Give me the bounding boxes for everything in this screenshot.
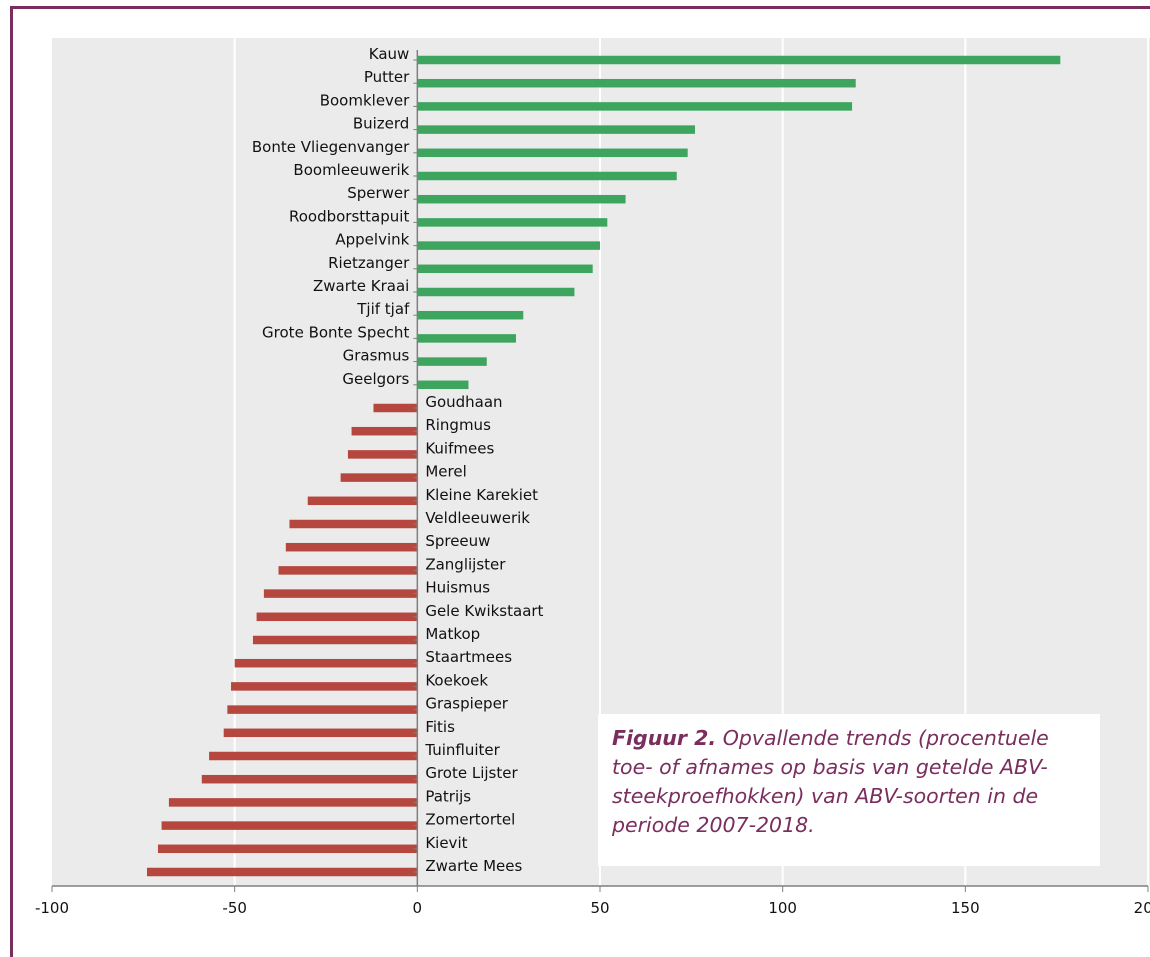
bar: [417, 264, 593, 274]
category-labels: Kauw Putter Boomklever Buizerd Bonte Vliegen…: [252, 45, 544, 875]
category-label: Sperwer: [347, 184, 410, 202]
category-label: Goudhaan: [425, 393, 502, 411]
bar: [201, 774, 418, 784]
category-label: Roodborsttapuit: [289, 207, 409, 225]
category-label: Kauw: [369, 45, 410, 63]
category-label: Grasmus: [343, 347, 410, 365]
caption-text: Opvallende trends (procentuele toe- of a…: [612, 726, 1049, 837]
axes: [51, 50, 1149, 892]
bar: [417, 241, 600, 250]
category-label: Boomleeuwerik: [293, 161, 409, 179]
bar: [417, 55, 1061, 65]
bar: [417, 194, 626, 204]
bar: [263, 589, 418, 598]
bar: [373, 403, 418, 413]
bar: [227, 705, 418, 714]
category-label: Veldleeuwerik: [425, 509, 530, 527]
category-label: Geelgors: [342, 370, 409, 388]
bar: [351, 426, 418, 436]
x-tick-label: 100: [768, 899, 797, 917]
bar: [146, 867, 418, 877]
category-label: Buizerd: [353, 115, 410, 133]
x-tick-label: 0: [413, 899, 423, 917]
bar: [417, 380, 469, 390]
x-tick-labels: -100 -50 0 50 100 150 200: [35, 899, 1150, 917]
bar: [340, 473, 418, 482]
category-label: Koekoek: [425, 671, 488, 689]
category-label: Huismus: [425, 579, 490, 597]
bar: [417, 357, 487, 366]
category-label: Zwarte Mees: [425, 857, 522, 875]
bar: [234, 658, 418, 668]
bar: [256, 612, 418, 622]
bar: [417, 148, 688, 158]
bar: [252, 635, 418, 645]
category-label: Tuinfluiter: [424, 741, 500, 759]
category-label: Staartmees: [425, 648, 512, 666]
category-label: Ringmus: [425, 416, 491, 434]
category-label: Grote Lijster: [425, 764, 518, 782]
x-tick-label: 150: [951, 899, 980, 917]
category-label: Merel: [425, 463, 466, 481]
category-label: Patrijs: [425, 787, 471, 805]
category-label: Zwarte Kraai: [313, 277, 409, 295]
bar: [223, 728, 418, 738]
category-label: Spreeuw: [425, 532, 490, 550]
category-label: Tjif tjaf: [356, 300, 410, 318]
bar: [307, 496, 418, 506]
bar: [168, 798, 418, 807]
category-label: Kievit: [425, 834, 467, 852]
category-label: Appelvink: [335, 231, 409, 249]
bar: [157, 844, 418, 854]
bar: [278, 566, 418, 575]
bar: [417, 310, 524, 320]
caption-label: Figuur 2.: [612, 726, 717, 750]
category-label: Grote Bonte Specht: [262, 323, 409, 341]
bar: [209, 751, 418, 761]
bar: [417, 125, 695, 134]
figure-caption: Figuur 2. Opvallende trends (procentuele…: [598, 714, 1100, 866]
category-label: Boomklever: [320, 91, 410, 109]
bar: [417, 334, 516, 343]
category-label: Matkop: [425, 625, 480, 643]
x-tick-label: 200: [1134, 899, 1150, 917]
x-tick-label: 50: [590, 899, 609, 917]
bar: [231, 682, 418, 691]
bars: [146, 55, 1061, 877]
bar: [285, 542, 418, 552]
figure-frame: [10, 6, 1150, 957]
category-label: Rietzanger: [328, 254, 410, 272]
category-label: Zomertortel: [425, 811, 515, 829]
bar: [289, 519, 418, 529]
bar: [417, 218, 608, 227]
category-label: Zanglijster: [425, 555, 506, 573]
category-label: Kleine Karekiet: [425, 486, 538, 504]
bar: [417, 78, 856, 88]
bar: [347, 450, 418, 459]
bar: [417, 287, 575, 297]
category-label: Bonte Vliegenvanger: [252, 138, 410, 156]
bar: [417, 171, 677, 181]
category-label: Putter: [364, 68, 410, 86]
category-label: Gele Kwikstaart: [425, 602, 543, 620]
category-label: Fitis: [425, 718, 455, 736]
category-label: Graspieper: [425, 695, 508, 713]
x-tick-label: -100: [35, 899, 69, 917]
category-label: Kuifmees: [425, 439, 494, 457]
x-tick-label: -50: [222, 899, 247, 917]
bar: [161, 821, 418, 830]
bar: [417, 102, 853, 111]
